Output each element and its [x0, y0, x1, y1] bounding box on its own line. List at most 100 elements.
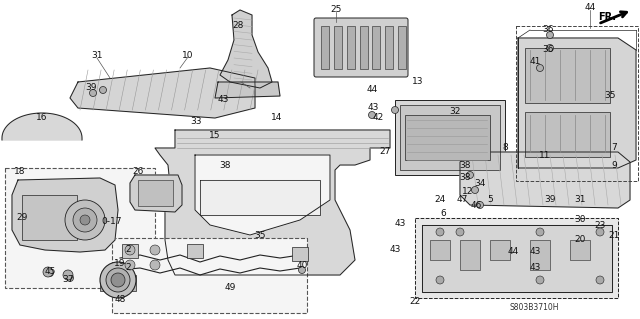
Text: 41: 41 — [529, 57, 541, 66]
Bar — [372, 26, 380, 69]
Text: 36: 36 — [542, 46, 554, 55]
Text: 23: 23 — [595, 220, 605, 229]
Text: 21: 21 — [608, 231, 620, 240]
Text: 34: 34 — [474, 179, 486, 188]
Text: 5: 5 — [487, 196, 493, 204]
Circle shape — [65, 200, 105, 240]
Text: 35: 35 — [254, 231, 266, 240]
Text: 31: 31 — [92, 51, 103, 61]
Text: 38: 38 — [220, 161, 231, 170]
Text: 13: 13 — [412, 78, 424, 86]
Text: 33: 33 — [190, 117, 202, 127]
Circle shape — [536, 228, 544, 236]
Polygon shape — [215, 82, 280, 98]
Text: 35: 35 — [604, 91, 616, 100]
Circle shape — [596, 228, 604, 236]
Circle shape — [472, 187, 479, 194]
Circle shape — [67, 275, 74, 281]
Text: 0-17: 0-17 — [102, 218, 122, 226]
Bar — [400, 105, 500, 170]
Circle shape — [125, 260, 135, 270]
Bar — [187, 244, 203, 258]
Circle shape — [298, 266, 305, 273]
Bar — [398, 26, 406, 69]
Text: S803B3710H: S803B3710H — [510, 303, 559, 313]
Polygon shape — [415, 218, 618, 298]
Text: FR.: FR. — [598, 12, 616, 22]
Text: 8: 8 — [502, 144, 508, 152]
Text: 43: 43 — [367, 103, 379, 113]
Text: 27: 27 — [380, 147, 390, 157]
Text: 43: 43 — [529, 263, 541, 272]
Polygon shape — [422, 225, 612, 292]
Text: 15: 15 — [209, 130, 221, 139]
Text: 46: 46 — [470, 202, 482, 211]
Bar — [112, 238, 307, 313]
Circle shape — [369, 112, 376, 118]
Circle shape — [90, 90, 97, 97]
Circle shape — [392, 107, 399, 114]
Polygon shape — [518, 38, 636, 168]
Circle shape — [477, 202, 483, 209]
Text: 44: 44 — [366, 85, 378, 94]
Text: 2: 2 — [125, 263, 131, 272]
Circle shape — [99, 86, 106, 93]
Text: 40: 40 — [296, 262, 308, 271]
Bar — [430, 240, 450, 260]
Bar — [460, 240, 480, 270]
Polygon shape — [2, 113, 82, 140]
Circle shape — [150, 245, 160, 255]
Polygon shape — [195, 155, 330, 235]
Bar — [122, 244, 138, 258]
Polygon shape — [155, 130, 390, 275]
Bar — [292, 247, 308, 261]
Text: 16: 16 — [36, 113, 48, 122]
Bar — [138, 180, 173, 206]
Polygon shape — [200, 180, 320, 215]
Text: 37: 37 — [62, 276, 74, 285]
Text: 32: 32 — [449, 108, 461, 116]
Circle shape — [536, 64, 543, 71]
Text: 45: 45 — [44, 268, 56, 277]
Text: 10: 10 — [182, 50, 194, 60]
Text: 29: 29 — [16, 213, 28, 222]
Circle shape — [596, 276, 604, 284]
Text: 11: 11 — [540, 151, 551, 160]
Polygon shape — [70, 68, 255, 118]
Text: 9: 9 — [611, 160, 617, 169]
Circle shape — [436, 228, 444, 236]
Text: 28: 28 — [232, 21, 244, 31]
Text: 43: 43 — [529, 248, 541, 256]
Circle shape — [100, 262, 136, 298]
Text: 19: 19 — [115, 258, 125, 268]
Bar — [5, 168, 155, 288]
Circle shape — [436, 276, 444, 284]
Bar — [570, 240, 590, 260]
Text: 20: 20 — [574, 235, 586, 244]
Bar — [530, 240, 550, 270]
Text: 42: 42 — [372, 114, 383, 122]
Circle shape — [80, 215, 90, 225]
Bar — [321, 26, 329, 69]
Polygon shape — [220, 10, 272, 88]
Text: 44: 44 — [508, 248, 518, 256]
Text: 39: 39 — [85, 84, 97, 93]
Circle shape — [456, 228, 464, 236]
Bar — [525, 112, 610, 157]
Circle shape — [47, 270, 54, 277]
Circle shape — [111, 273, 125, 287]
Bar — [360, 26, 367, 69]
Text: 22: 22 — [410, 298, 420, 307]
Text: 7: 7 — [611, 143, 617, 152]
Text: 6: 6 — [440, 210, 446, 219]
Bar — [385, 26, 393, 69]
Circle shape — [63, 270, 73, 280]
Text: 39: 39 — [544, 196, 556, 204]
Bar — [347, 26, 355, 69]
Text: 38: 38 — [460, 161, 471, 170]
Circle shape — [106, 268, 130, 292]
Text: 24: 24 — [435, 196, 445, 204]
Circle shape — [547, 32, 554, 39]
Text: 47: 47 — [456, 196, 468, 204]
Circle shape — [536, 276, 544, 284]
